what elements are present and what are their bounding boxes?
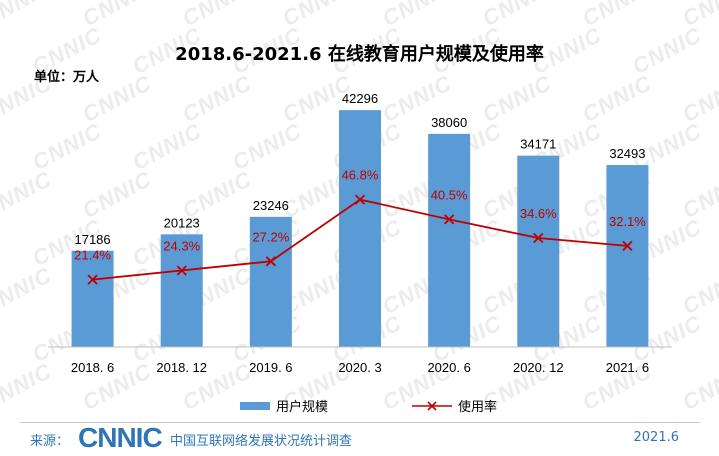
legend-swatch-users [240,401,270,410]
bar-users [249,216,292,347]
legend-label-rate: 使用率 [458,400,498,415]
legend-item-users: 用户规模 [240,396,328,415]
unit-label: 单位：万人 [34,70,100,85]
bar-value-label: 20123 [164,215,200,230]
bar-value-label: 34171 [520,137,556,152]
bar-users [160,234,203,347]
x-tick-label: 2020. 12 [513,360,564,375]
x-tick-label: 2021. 6 [606,360,649,375]
rate-value-label: 27.2% [252,229,289,244]
bar-users [339,110,381,348]
bar-value-label: 32493 [609,146,645,161]
rate-point-marker [444,214,455,225]
rate-value-label: 24.3% [163,238,200,253]
bar-users [428,133,471,347]
source-label: 来源： [30,434,70,449]
bar-users [71,250,114,347]
source-organization: 中国互联网络发展状况统计调查 [170,434,353,449]
bar-users [606,165,649,347]
x-tick-label: 2019. 6 [249,360,292,375]
bar-value-label: 42296 [342,91,378,106]
rate-value-label: 34.6% [520,206,557,221]
x-tick-label: 2020. 6 [427,360,470,375]
rate-point-marker [622,240,633,252]
footer: 来源： CNNIC 中国互联网络发展状况统计调查 2021.6 [0,422,719,453]
bar-users [517,155,560,347]
rate-value-label: 40.5% [431,187,468,202]
chart-legend: 用户规模 使用率 [0,396,719,416]
rate-value-label: 46.8% [342,168,379,183]
legend-item-rate: 使用率 [412,396,497,415]
chart-area: 17186 20123 23246 42296 38060 34171 32493 2018.… [48,91,672,375]
rate-point-marker [354,194,366,205]
x-tick-label: 2020. 3 [338,360,381,375]
x-tick-label: 2018. 12 [156,360,207,375]
source-date: 2021.6 [633,430,680,445]
rate-point-marker [176,265,187,276]
chart-title: 2018.6-2021.6 在线教育用户规模及使用率 [175,44,544,65]
bar-value-label: 23246 [253,198,289,213]
rate-value-label: 32.1% [609,214,646,229]
legend-swatch-rate [412,400,452,411]
cnnic-logo: CNNIC [78,422,163,453]
bar-value-label: 17186 [74,232,110,247]
legend-label-users: 用户规模 [276,400,329,415]
rate-point-marker [87,274,98,285]
footer-divider [20,422,700,423]
rate-point-marker [533,232,544,244]
x-tick-label: 2018. 6 [71,360,114,375]
rate-value-label: 21.4% [74,248,111,263]
rate-point-marker [265,256,276,267]
bar-value-label: 38060 [431,115,467,130]
